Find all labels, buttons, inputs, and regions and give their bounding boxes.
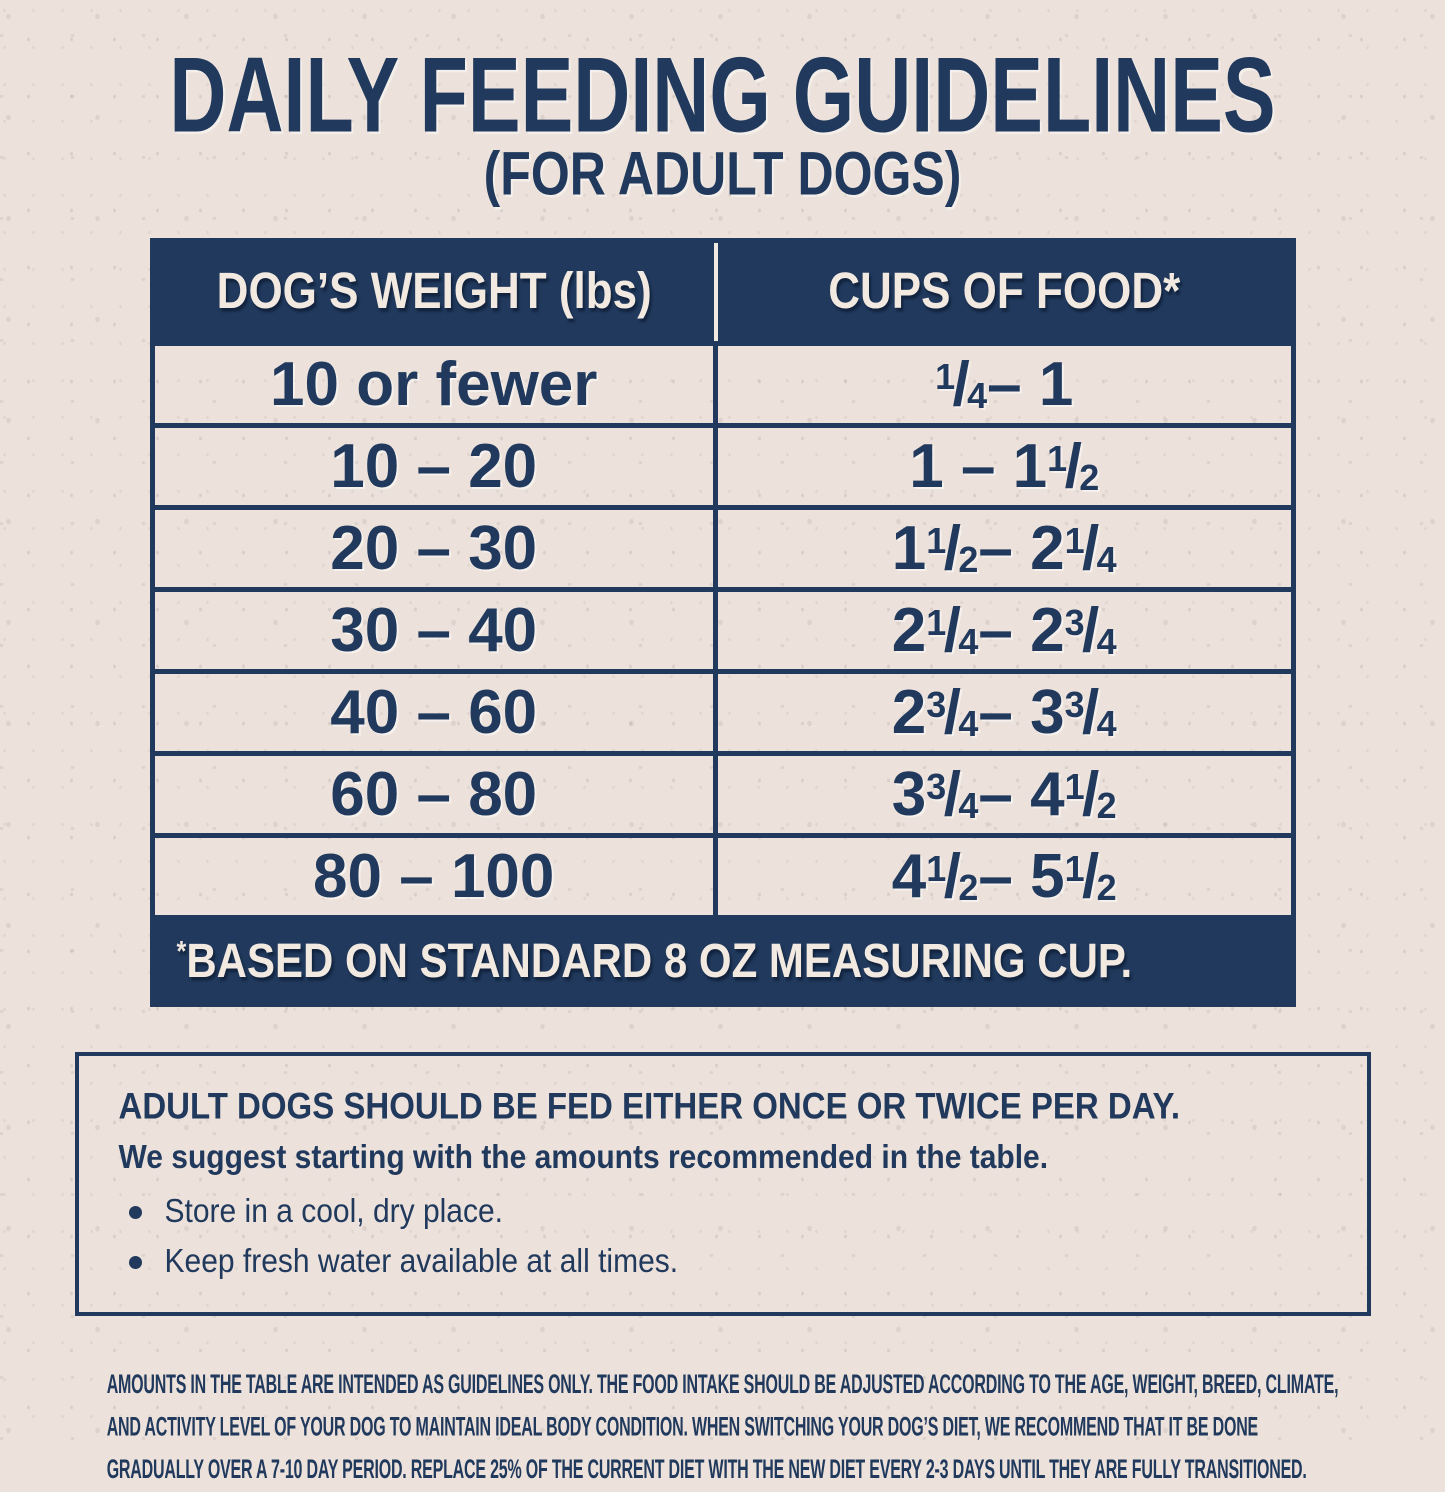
table-row: 60 – 80 3 3/4 – 4 1/2 bbox=[154, 751, 1291, 833]
cups-of-food-cell: 3 3/4 – 4 1/2 bbox=[891, 760, 1117, 829]
instruction-bullet: Keep fresh water available at all times. bbox=[119, 1242, 1327, 1282]
cups-of-food-cell: 4 1/2 – 5 1/2 bbox=[891, 842, 1117, 911]
fine-print-line: AMOUNTS IN THE TABLE ARE INTENDED AS GUI… bbox=[106, 1370, 1339, 1400]
fine-print-line: GRADUALLY OVER A 7-10 DAY PERIOD. REPLAC… bbox=[106, 1455, 1307, 1485]
table-footnote-band: *BASED ON STANDARD 8 OZ MEASURING CUP. bbox=[154, 915, 1291, 1002]
instructions-subheading-text: We suggest starting with the amounts rec… bbox=[118, 1138, 1049, 1176]
feeding-instructions-box: ADULT DOGS SHOULD BE FED EITHER ONCE OR … bbox=[74, 1052, 1371, 1316]
cups-of-food-cell: 2 3/4 – 3 3/4 bbox=[891, 678, 1117, 747]
column-header-cups-of-food: CUPS OF FOOD* bbox=[718, 243, 1291, 341]
fine-print-line: AND ACTIVITY LEVEL OF YOUR DOG TO MAINTA… bbox=[106, 1413, 1259, 1443]
dogs-weight-cell: 10 – 20 bbox=[155, 428, 718, 505]
table-row: 40 – 60 2 3/4 – 3 3/4 bbox=[154, 669, 1291, 751]
dogs-weight-cell: 60 – 80 bbox=[155, 756, 718, 833]
dogs-weight-cell: 20 – 30 bbox=[155, 510, 718, 587]
cups-of-food-cell: 1/4 – 1 bbox=[935, 350, 1074, 419]
fine-print-lines: AMOUNTS IN THE TABLE ARE INTENDED AS GUI… bbox=[107, 1364, 1339, 1492]
dogs-weight-cell: 80 – 100 bbox=[155, 838, 718, 915]
table-row: 30 – 40 2 1/4 – 2 3/4 bbox=[154, 587, 1291, 669]
table-row: 10 or fewer 1/4 – 1 bbox=[154, 341, 1291, 423]
page-title-text: DAILY FEEDING GUIDELINES bbox=[169, 34, 1276, 155]
page-title: DAILY FEEDING GUIDELINES bbox=[0, 0, 1445, 148]
feeding-table: DOG’S WEIGHT (lbs) CUPS OF FOOD* 10 or f… bbox=[149, 238, 1296, 1007]
instructions-bullet-list: Store in a cool, dry place. Keep fresh wa… bbox=[119, 1192, 1327, 1282]
column-header-cups-of-food-text: CUPS OF FOOD* bbox=[828, 263, 1181, 320]
page-subtitle: (FOR ADULT DOGS) bbox=[0, 144, 1445, 205]
table-header-row: DOG’S WEIGHT (lbs) CUPS OF FOOD* bbox=[154, 243, 1291, 341]
dogs-weight-cell: 30 – 40 bbox=[155, 592, 718, 669]
table-row: 10 – 20 1 – 1 1/2 bbox=[154, 423, 1291, 505]
instruction-bullet-text: Keep fresh water available at all times. bbox=[164, 1242, 679, 1280]
instructions-heading: ADULT DOGS SHOULD BE FED EITHER ONCE OR … bbox=[119, 1084, 1327, 1128]
cups-of-food-cell: 1 – 1 1/2 bbox=[909, 432, 1100, 501]
page-subtitle-text: (FOR ADULT DOGS) bbox=[483, 139, 962, 209]
table-body: 10 or fewer 1/4 – 1 10 – 20 1 – 1 1/2 20 – 3… bbox=[154, 341, 1291, 915]
cups-of-food-cell: 1 1/2 – 2 1/4 bbox=[891, 514, 1117, 583]
dogs-weight-cell: 40 – 60 bbox=[155, 674, 718, 751]
instructions-heading-text: ADULT DOGS SHOULD BE FED EITHER ONCE OR … bbox=[118, 1084, 1181, 1127]
table-row: 80 – 100 4 1/2 – 5 1/2 bbox=[154, 833, 1291, 915]
table-footnote-text: *BASED ON STANDARD 8 OZ MEASURING CUP. bbox=[176, 933, 1133, 988]
instruction-bullet-text: Store in a cool, dry place. bbox=[164, 1192, 504, 1230]
column-header-dogs-weight: DOG’S WEIGHT (lbs) bbox=[155, 243, 718, 341]
dogs-weight-cell: 10 or fewer bbox=[155, 346, 718, 423]
instructions-subheading: We suggest starting with the amounts rec… bbox=[119, 1138, 1327, 1178]
cups-of-food-cell: 2 1/4 – 2 3/4 bbox=[891, 596, 1117, 665]
instruction-bullet: Store in a cool, dry place. bbox=[119, 1192, 1327, 1232]
table-row: 20 – 30 1 1/2 – 2 1/4 bbox=[154, 505, 1291, 587]
column-header-dogs-weight-text: DOG’S WEIGHT (lbs) bbox=[216, 263, 652, 320]
fine-print: AMOUNTS IN THE TABLE ARE INTENDED AS GUI… bbox=[0, 1364, 1445, 1485]
